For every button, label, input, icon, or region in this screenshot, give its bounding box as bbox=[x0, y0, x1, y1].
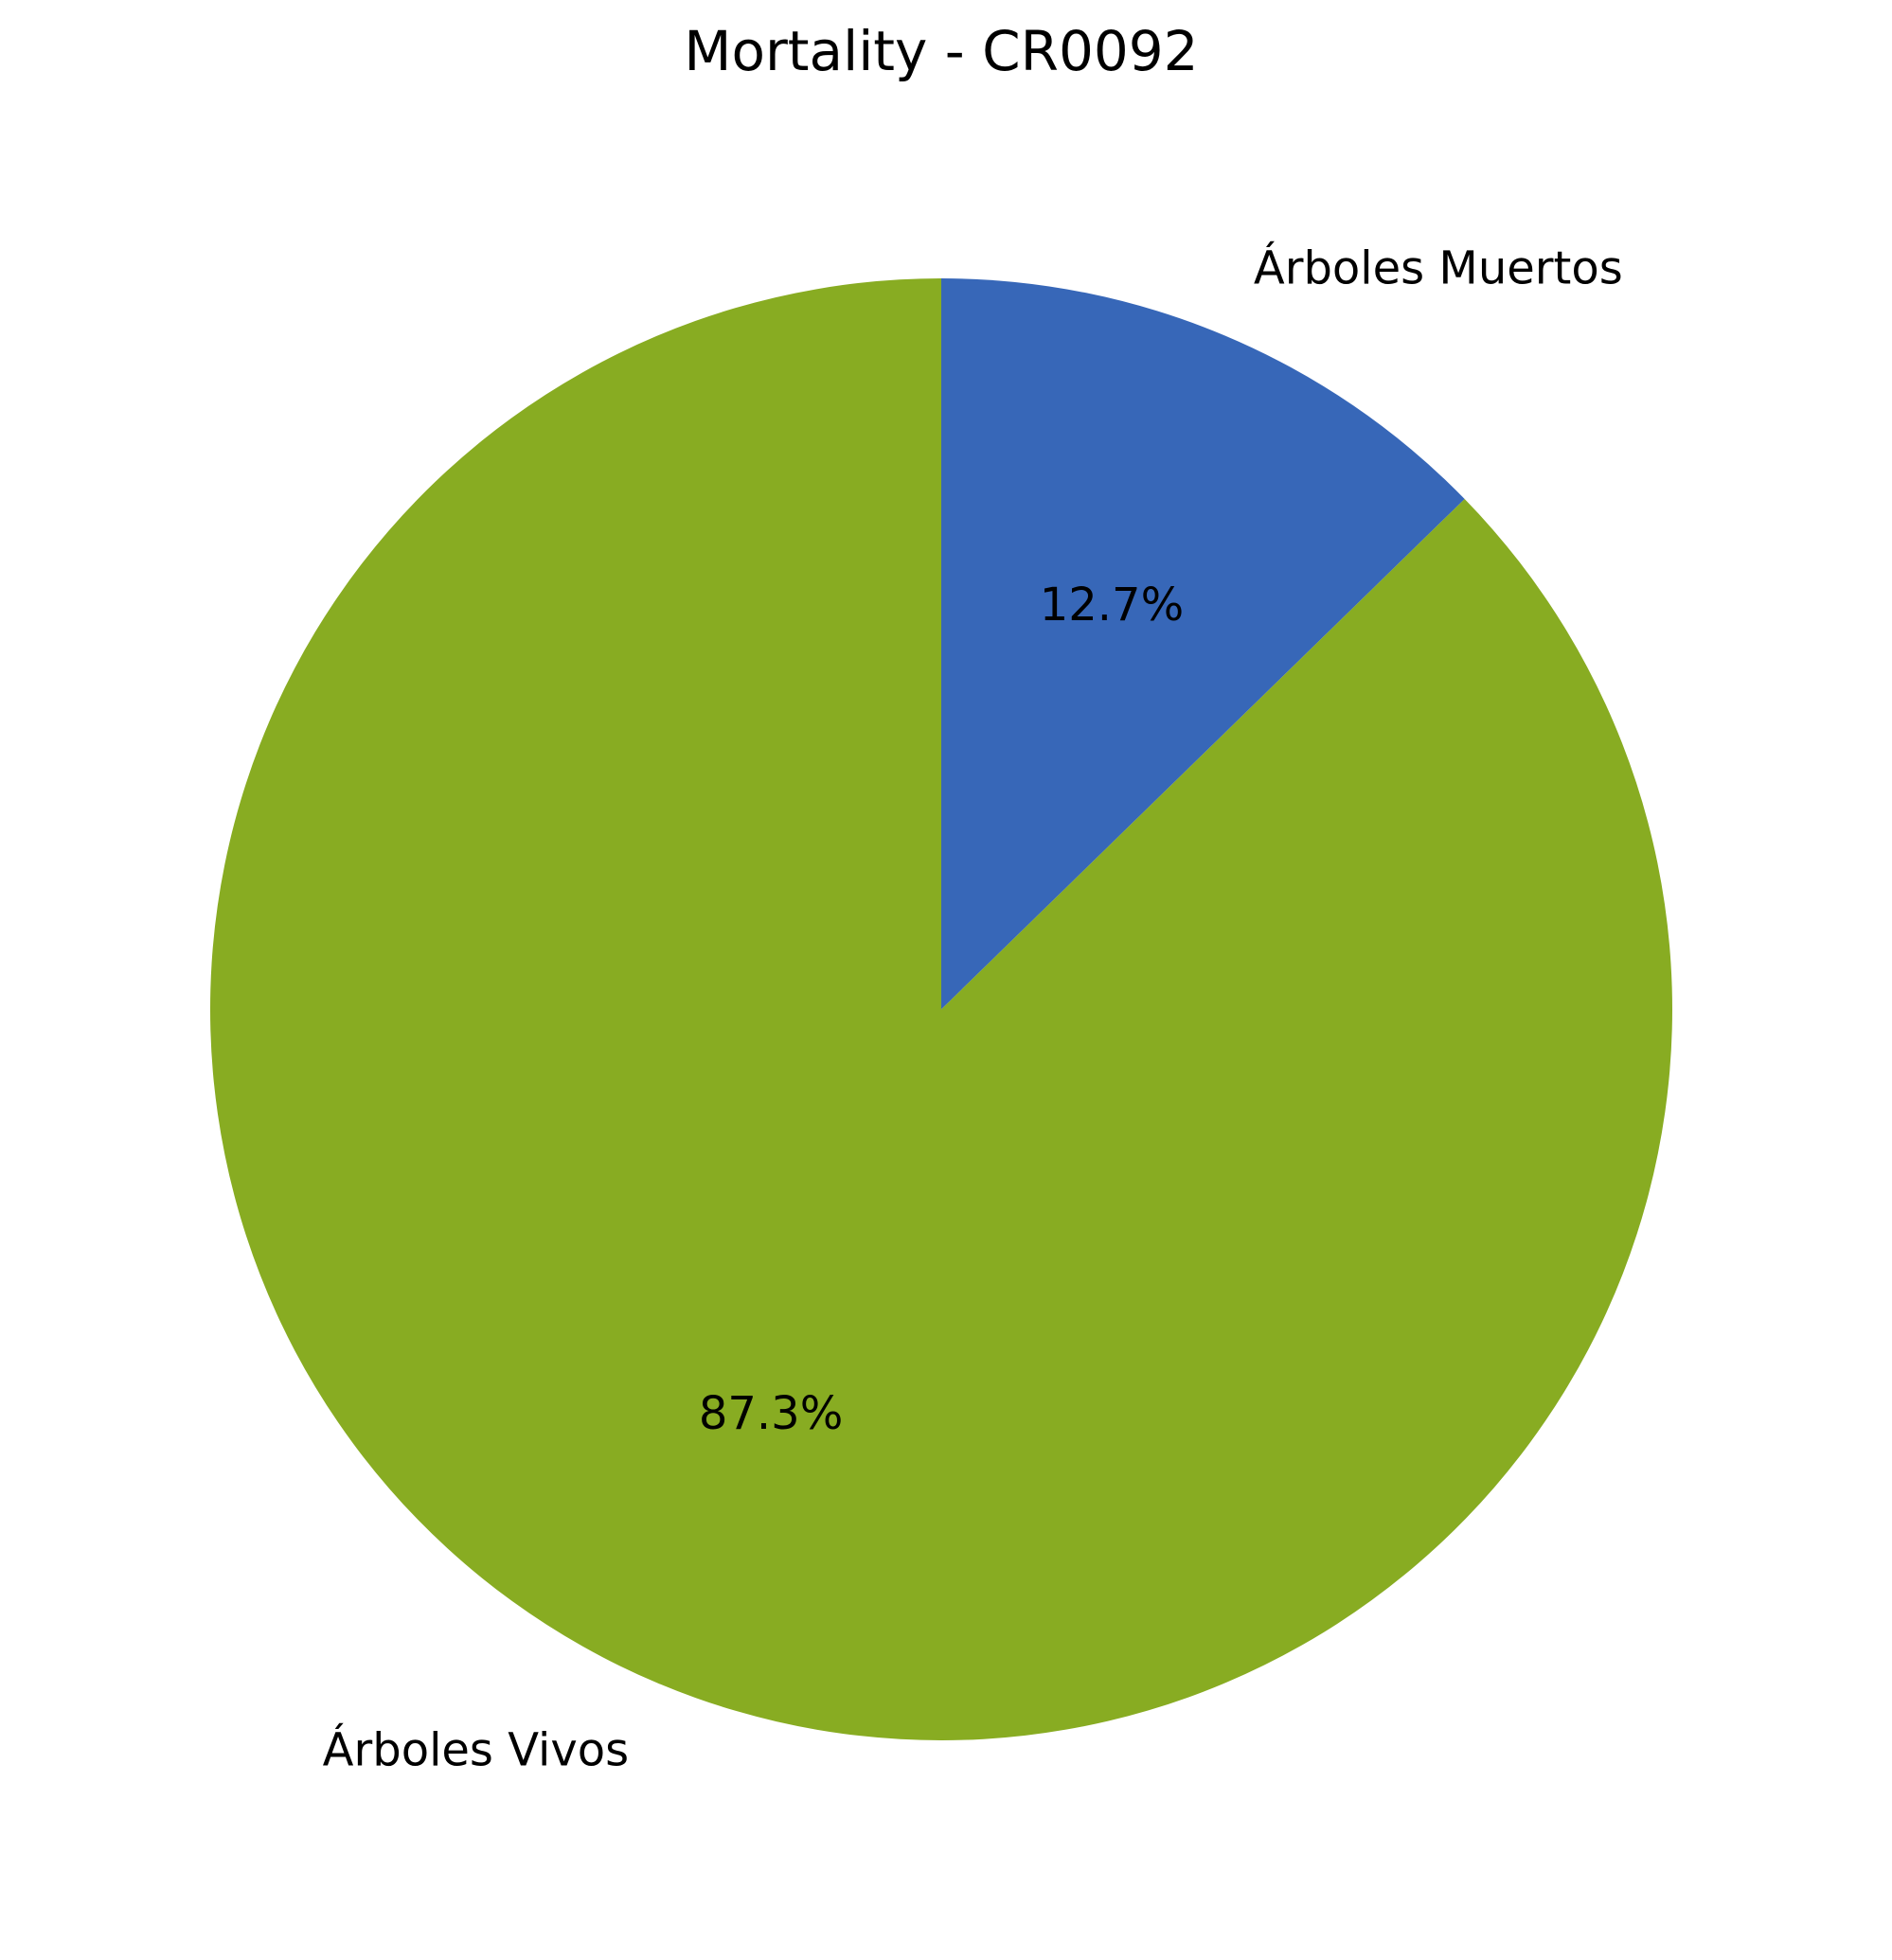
pie-slices bbox=[209, 278, 1672, 1741]
pie-pct-label-0: 12.7% bbox=[1040, 579, 1184, 632]
pie-labels: 12.7% Árboles Muertos 87.3% Árboles Vivos bbox=[323, 241, 1623, 1777]
pie-slice-0 bbox=[941, 278, 1465, 1009]
pie-category-label-1: Árboles Vivos bbox=[323, 1723, 629, 1777]
pie-pct-label-1: 87.3% bbox=[699, 1387, 843, 1440]
pie-slice-1 bbox=[209, 278, 1672, 1741]
chart-title: Mortality - CR0092 bbox=[684, 19, 1198, 83]
pie-category-label-0: Árboles Muertos bbox=[1254, 241, 1623, 295]
